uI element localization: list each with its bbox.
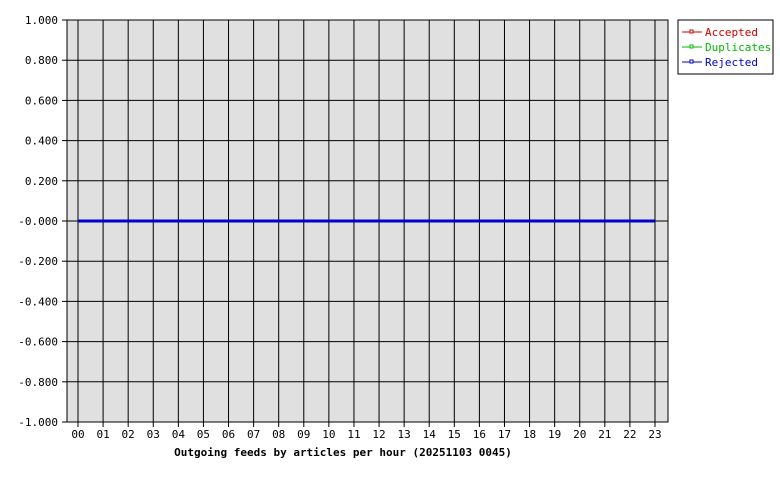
x-tick-label: 00 bbox=[71, 428, 84, 441]
y-tick-label: 0.800 bbox=[25, 54, 58, 67]
legend-label: Duplicates bbox=[705, 41, 771, 54]
legend-marker bbox=[689, 59, 694, 64]
x-tick-label: 12 bbox=[372, 428, 385, 441]
x-tick-label: 18 bbox=[523, 428, 536, 441]
x-tick-label: 11 bbox=[347, 428, 360, 441]
x-tick-label: 21 bbox=[598, 428, 611, 441]
x-tick-label: 23 bbox=[648, 428, 661, 441]
x-tick-label: 22 bbox=[623, 428, 636, 441]
legend-label: Rejected bbox=[705, 56, 758, 69]
x-tick-label: 09 bbox=[297, 428, 310, 441]
chart-title: Outgoing feeds by articles per hour (202… bbox=[174, 446, 512, 459]
y-tick-label: -0.800 bbox=[18, 376, 58, 389]
legend-label: Accepted bbox=[705, 26, 758, 39]
legend-marker bbox=[689, 44, 694, 49]
legend: Accepted Duplicates Rejected bbox=[677, 19, 774, 75]
x-tick-label: 06 bbox=[222, 428, 235, 441]
y-tick-label: 0.600 bbox=[25, 94, 58, 107]
x-tick-label: 07 bbox=[247, 428, 260, 441]
x-tick-label: 20 bbox=[573, 428, 586, 441]
y-tick-label: -0.000 bbox=[18, 215, 58, 228]
x-tick-label: 13 bbox=[398, 428, 411, 441]
y-tick-label: -0.200 bbox=[18, 255, 58, 268]
y-tick-label: -0.400 bbox=[18, 295, 58, 308]
y-tick-label: -0.600 bbox=[18, 336, 58, 349]
x-tick-label: 02 bbox=[122, 428, 135, 441]
x-tick-label: 01 bbox=[96, 428, 109, 441]
y-tick-label: -1.000 bbox=[18, 416, 58, 429]
x-tick-label: 15 bbox=[448, 428, 461, 441]
y-tick-label: 0.400 bbox=[25, 135, 58, 148]
x-tick-label: 08 bbox=[272, 428, 285, 441]
x-tick-label: 17 bbox=[498, 428, 511, 441]
x-tick-label: 19 bbox=[548, 428, 561, 441]
y-tick-label: 1.000 bbox=[25, 14, 58, 27]
y-tick-label: 0.200 bbox=[25, 175, 58, 188]
x-tick-label: 03 bbox=[147, 428, 160, 441]
x-tick-label: 16 bbox=[473, 428, 486, 441]
x-tick-label: 04 bbox=[172, 428, 186, 441]
x-tick-label: 14 bbox=[423, 428, 437, 441]
x-tick-label: 10 bbox=[322, 428, 335, 441]
legend-marker bbox=[689, 29, 694, 34]
x-tick-label: 05 bbox=[197, 428, 210, 441]
